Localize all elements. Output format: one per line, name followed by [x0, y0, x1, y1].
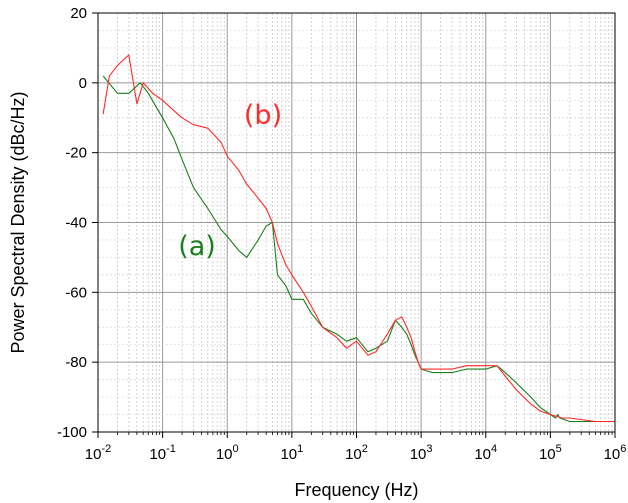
- y-axis-title: Power Spectral Density (dBc/Hz): [8, 91, 28, 353]
- series-line-b: [102, 54, 615, 423]
- y-tick-label: -80: [65, 354, 87, 371]
- x-tick-label: 101: [280, 443, 303, 463]
- y-tick-label: -40: [65, 215, 87, 232]
- y-tick-label: -20: [65, 145, 87, 162]
- series-layer: [102, 54, 615, 423]
- ticks: 10-2 10-1 100 101 102 103 104 105 106 20 0 -20 -40 -6…: [57, 5, 626, 463]
- x-tick-label: 100: [216, 443, 239, 463]
- series-annotation-a: (a): [178, 231, 216, 262]
- x-axis-title: Frequency (Hz): [294, 480, 418, 500]
- x-tick-label: 105: [539, 443, 562, 463]
- x-tick-label: 102: [345, 443, 368, 463]
- x-tick-label: 10-2: [85, 443, 111, 463]
- x-tick-label: 104: [474, 443, 497, 463]
- series-line-a: [102, 75, 615, 423]
- y-tick-label: -100: [57, 424, 87, 441]
- x-tick-label: 103: [410, 443, 433, 463]
- y-tick-label: -60: [65, 284, 87, 301]
- series-annotation-b: (b): [244, 100, 282, 131]
- annotations: (a) (b): [178, 100, 282, 262]
- y-tick-label: 0: [79, 75, 87, 92]
- y-tick-label: 20: [70, 5, 87, 22]
- grid: [98, 13, 615, 432]
- x-tick-label: 10-1: [149, 443, 175, 463]
- x-tick-label: 106: [604, 443, 627, 463]
